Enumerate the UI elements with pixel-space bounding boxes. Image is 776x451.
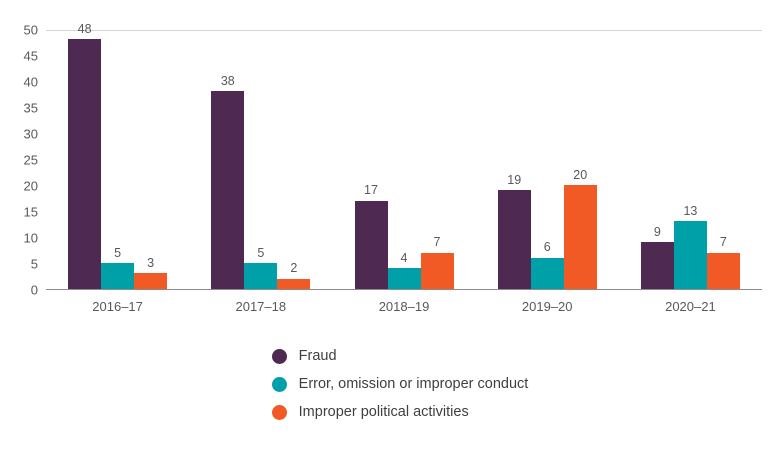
x-axis-label: 2017–18: [235, 299, 287, 314]
y-tick-label: 40: [23, 74, 38, 90]
legend-label: Fraud: [298, 348, 337, 364]
y-tick-label: 30: [23, 126, 38, 142]
y-tick-label: 35: [23, 100, 38, 116]
legend-label: Error, omission or improper conduct: [298, 376, 529, 392]
bar-improper: 7: [420, 236, 454, 289]
bar-group-inner: 9 13 7: [640, 205, 740, 289]
legend: Fraud Error, omission or improper conduct…: [271, 348, 529, 420]
legend-swatch-icon: [271, 348, 287, 364]
bar-group-inner: 19 6 20: [497, 168, 597, 289]
bar-improper: 20: [563, 168, 597, 289]
y-tick-label: 20: [23, 178, 38, 194]
x-axis-label: 2016–17: [92, 299, 143, 314]
bar-error,: 6: [530, 241, 564, 289]
bar-value-label: 48: [77, 21, 92, 36]
bar-value-label: 4: [400, 250, 408, 265]
legend-label: Improper political activities: [298, 404, 469, 420]
bar-fraud: 48: [68, 23, 102, 289]
bar-group-inner: 38 5 2: [211, 75, 311, 289]
bar-error,: 5: [244, 246, 278, 289]
x-axis-label: 2020–21: [665, 299, 716, 314]
x-axis-label: 2018–19: [378, 299, 430, 314]
bar-group: 48 5 3: [46, 23, 189, 289]
x-axis: 2016–17 2017–18 2018–19 2019–20 2020–21: [46, 299, 762, 314]
bar-fraud: 38: [211, 75, 245, 289]
plot-area: 48 5 3 38 5 2 17 4 7 19 6 20 9 13 7: [46, 23, 762, 290]
bar-improper: 3: [134, 257, 168, 289]
legend-item: Improper political activities: [271, 404, 529, 420]
bar-improper: 7: [706, 236, 740, 289]
y-tick-label: 45: [23, 48, 38, 64]
y-axis: 0 5 10 15 20 25 30 35 40 45 50: [0, 24, 38, 297]
bar-error,: 5: [101, 246, 135, 289]
bar-group: 9 13 7: [619, 30, 762, 289]
bar-fraud: 9: [640, 226, 674, 289]
legend-swatch-icon: [271, 376, 287, 392]
bar-group: 17 4 7: [332, 30, 475, 289]
bar-improper: 2: [277, 262, 311, 289]
bar-value-label: 7: [433, 235, 441, 250]
bar-fraud: 19: [497, 174, 531, 289]
bar-group-inner: 48 5 3: [68, 23, 168, 289]
bar-value-label: 20: [573, 167, 588, 182]
bar-value-label: 5: [114, 245, 122, 260]
y-tick-label: 15: [23, 204, 38, 220]
bar-value-label: 2: [290, 261, 298, 276]
bar-value-label: 38: [220, 73, 235, 88]
y-tick-label: 50: [23, 22, 38, 38]
y-tick-label: 25: [23, 152, 38, 168]
bar-value-label: 3: [147, 255, 155, 270]
y-tick-label: 0: [30, 282, 38, 298]
bar-error,: 13: [673, 205, 707, 289]
bar-value-label: 9: [653, 224, 661, 239]
x-axis-label: 2019–20: [521, 299, 573, 314]
bar-group-inner: 17 4 7: [354, 184, 454, 289]
y-tick-label: 5: [30, 256, 38, 272]
bar-value-label: 19: [507, 172, 522, 187]
bar-value-label: 6: [543, 240, 551, 255]
bar-value-label: 7: [719, 235, 727, 250]
bar-value-label: 13: [683, 203, 698, 218]
legend-swatch-icon: [271, 404, 287, 420]
legend-item: Fraud: [271, 348, 529, 364]
bar-fraud: 17: [354, 184, 388, 289]
bar-group: 19 6 20: [476, 30, 619, 289]
bar-chart: 0 5 10 15 20 25 30 35 40 45 50 48 5 3 38 5 2 17 4 7 19 6 20 9 1…: [0, 23, 762, 314]
y-tick-label: 10: [23, 230, 38, 246]
bar-value-label: 5: [257, 245, 265, 260]
bar-value-label: 17: [364, 183, 378, 198]
legend-item: Error, omission or improper conduct: [271, 376, 529, 392]
bar-group: 38 5 2: [189, 30, 332, 289]
bar-error,: 4: [387, 252, 421, 289]
